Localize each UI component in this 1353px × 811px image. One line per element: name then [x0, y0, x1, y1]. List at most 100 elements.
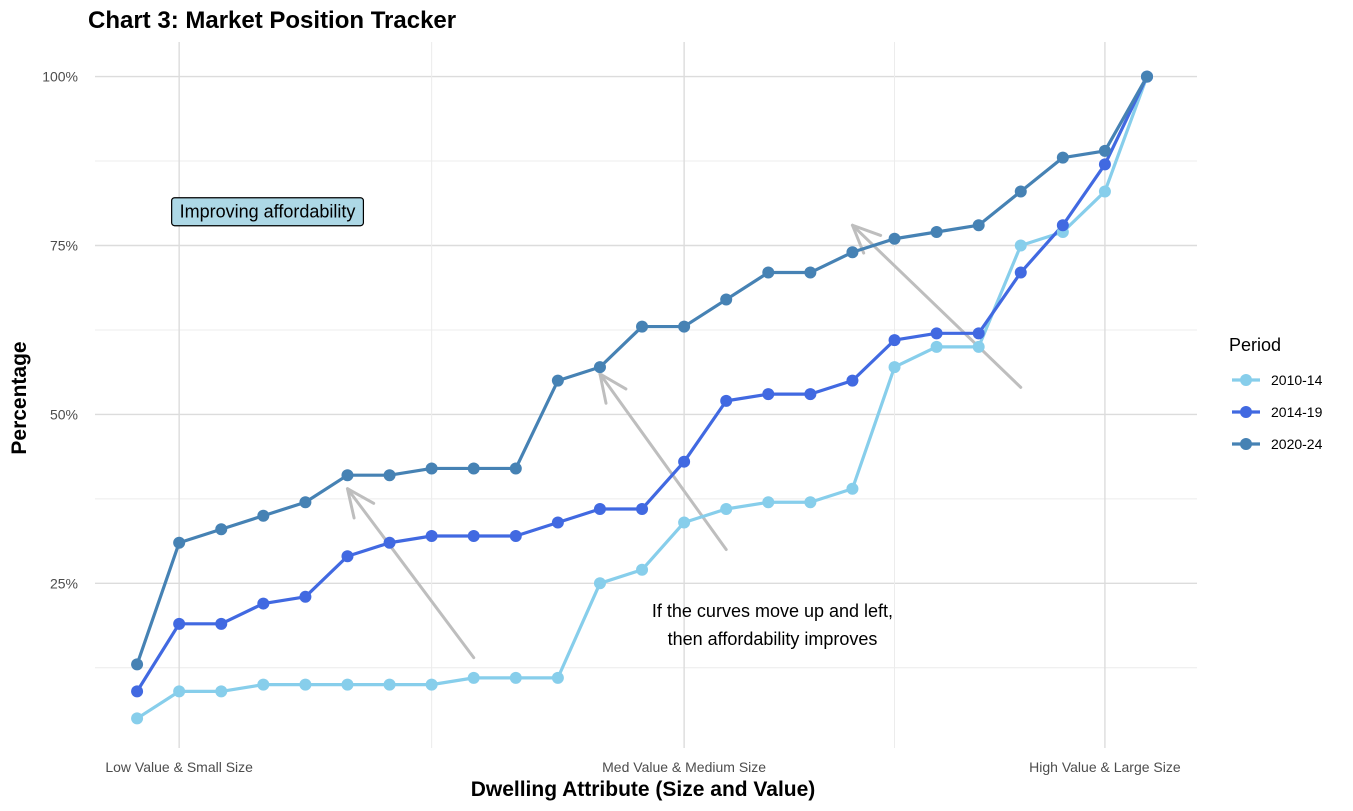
data-point-2014-19 — [257, 597, 270, 610]
arrow-head — [345, 487, 376, 520]
data-point-2020-24 — [678, 320, 691, 333]
data-point-2014-19 — [383, 536, 396, 549]
data-point-2010-14 — [299, 678, 312, 691]
y-axis-title: Percentage — [8, 341, 31, 454]
annotation-text-line: If the curves move up and left, — [652, 601, 893, 621]
chart-title: Chart 3: Market Position Tracker — [88, 7, 456, 34]
data-point-2014-19 — [972, 327, 985, 340]
legend-label: 2010-14 — [1271, 372, 1323, 388]
x-axis-title: Dwelling Attribute (Size and Value) — [471, 778, 816, 801]
data-point-2010-14 — [636, 563, 649, 576]
data-point-2010-14 — [762, 496, 775, 509]
annotation-label-box — [171, 197, 365, 227]
annotation-label-text: Improving affordability — [180, 202, 356, 222]
series-points — [131, 70, 1153, 725]
data-point-2020-24 — [551, 374, 564, 387]
data-point-2010-14 — [341, 678, 354, 691]
x-tick-label: Med Value & Medium Size — [602, 759, 766, 775]
data-point-2020-24 — [299, 496, 312, 509]
x-tick-label: High Value & Large Size — [1029, 759, 1181, 775]
data-point-2014-19 — [131, 685, 144, 698]
legend-label: 2014-19 — [1271, 404, 1323, 420]
data-point-2014-19 — [720, 394, 733, 407]
legend-item: 2010-14 — [1232, 372, 1323, 388]
data-point-2014-19 — [1056, 219, 1069, 232]
data-point-2020-24 — [467, 462, 480, 475]
series-line-2020-24 — [135, 75, 1149, 665]
data-point-2010-14 — [173, 685, 186, 698]
legend-key-point — [1240, 406, 1252, 418]
arrow-head — [598, 372, 628, 405]
grid — [95, 42, 1197, 748]
data-point-2010-14 — [678, 516, 691, 529]
data-point-2014-19 — [636, 502, 649, 515]
annotation-arrow — [345, 487, 476, 660]
data-point-2020-24 — [888, 232, 901, 245]
legend: Period 2010-14 2014-19 2020-24 — [1229, 335, 1323, 452]
data-point-2014-19 — [341, 550, 354, 563]
series-line-2010-14 — [136, 76, 1149, 720]
annotations: Improving affordability If the curves mov… — [171, 197, 893, 649]
data-point-2020-24 — [972, 219, 985, 232]
legend-title: Period — [1229, 335, 1281, 355]
data-point-2020-24 — [636, 320, 649, 333]
data-point-2014-19 — [1014, 266, 1027, 279]
data-point-2014-19 — [593, 502, 606, 515]
data-point-2010-14 — [425, 678, 438, 691]
y-tick-label: 100% — [42, 69, 78, 85]
legend-item: 2014-19 — [1232, 404, 1323, 420]
data-point-2010-14 — [804, 496, 817, 509]
data-point-2014-19 — [846, 374, 859, 387]
data-point-2020-24 — [1056, 151, 1069, 164]
y-tick-label: 75% — [50, 238, 78, 254]
data-point-2014-19 — [678, 455, 691, 468]
legend-item: 2020-24 — [1232, 436, 1323, 452]
data-point-2010-14 — [888, 361, 901, 374]
data-point-2020-24 — [425, 462, 438, 475]
annotation-label: Improving affordability — [171, 197, 365, 227]
data-point-2014-19 — [1098, 158, 1111, 171]
arrow-shaft — [598, 372, 728, 552]
data-point-2014-19 — [425, 530, 438, 543]
data-point-2014-19 — [467, 530, 480, 543]
arrow-shaft — [850, 223, 1023, 389]
data-point-2010-14 — [257, 678, 270, 691]
data-point-2020-24 — [1014, 185, 1027, 198]
arrow-head — [850, 223, 883, 255]
legend-key-point — [1240, 374, 1252, 386]
annotation-text-line: then affordability improves — [668, 629, 878, 649]
data-point-2020-24 — [1141, 70, 1153, 83]
data-point-2020-24 — [930, 225, 943, 238]
annotation-arrow — [598, 372, 728, 552]
data-point-2010-14 — [846, 482, 859, 495]
data-point-2020-24 — [383, 469, 396, 482]
data-point-2010-14 — [215, 685, 228, 698]
data-point-2020-24 — [720, 293, 733, 306]
annotation-arrows — [345, 223, 1023, 660]
data-point-2014-19 — [299, 590, 312, 603]
data-point-2014-19 — [804, 388, 817, 401]
data-point-2010-14 — [930, 340, 943, 353]
data-point-2020-24 — [762, 266, 775, 279]
annotation-arrow — [850, 223, 1023, 389]
data-point-2010-14 — [1098, 185, 1111, 198]
data-point-2020-24 — [593, 361, 606, 374]
data-point-2014-19 — [509, 530, 522, 543]
series-lines — [135, 75, 1149, 720]
data-point-2010-14 — [383, 678, 396, 691]
data-point-2020-24 — [173, 536, 186, 549]
data-point-2014-19 — [173, 617, 186, 630]
series-line-2014-19 — [135, 75, 1149, 693]
data-point-2020-24 — [1098, 144, 1111, 157]
data-point-2014-19 — [215, 617, 228, 630]
y-tick-label: 25% — [50, 575, 78, 591]
data-point-2020-24 — [257, 509, 270, 522]
arrow-shaft — [345, 487, 476, 660]
data-point-2014-19 — [762, 388, 775, 401]
data-point-2010-14 — [1014, 239, 1027, 252]
data-point-2014-19 — [930, 327, 943, 340]
data-point-2010-14 — [593, 577, 606, 590]
legend-label: 2020-24 — [1271, 436, 1323, 452]
data-point-2020-24 — [341, 469, 354, 482]
